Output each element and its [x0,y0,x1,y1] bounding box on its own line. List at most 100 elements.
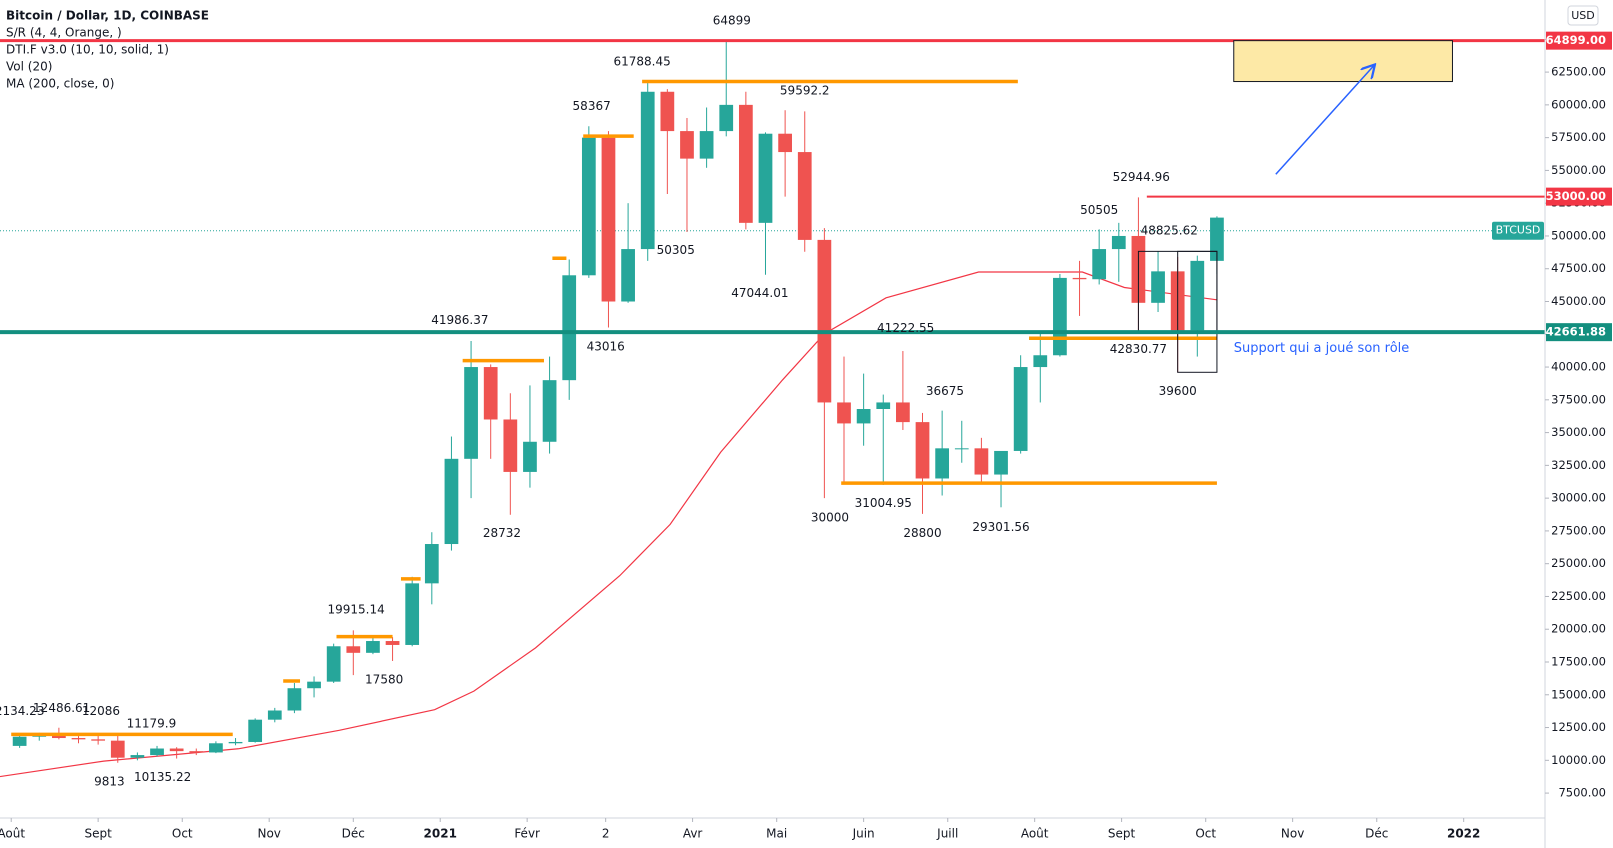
candle-body [876,402,891,409]
candle-body [994,450,1008,475]
candle-body [12,736,27,746]
legend-entry: Vol (20) [6,60,52,74]
legend-entry: S/R (4, 4, Orange, ) [6,26,122,40]
candle-body [209,743,223,753]
level-badge [1546,323,1612,342]
candle-body [621,249,635,302]
y-tick-label: 45000.00 [1551,294,1606,308]
y-tick-label: 37500.00 [1551,392,1606,406]
candle-body [837,402,851,424]
candle-body [52,735,66,739]
level-badge [1546,31,1612,50]
candle-body [307,681,321,689]
price-annotation: 19915.14 [327,602,384,616]
candle-body [699,131,714,159]
candle-body [1151,271,1165,303]
candle-body [150,748,164,756]
candle-body [91,739,106,741]
candle-body [189,751,204,753]
candle-body [738,104,753,223]
candle-body [346,646,361,653]
price-annotation: 28732 [483,526,521,540]
y-tick-label: 62500.00 [1551,65,1606,79]
candle-body [267,710,282,720]
x-tick-label: Févr [514,827,540,841]
price-annotation: 10135.22 [134,770,191,784]
last-price-badge-label: BTCUSD [1496,224,1541,237]
candle-body [896,402,910,423]
y-tick-label: 7500.00 [1558,786,1606,800]
y-tick-label: 15000.00 [1551,687,1606,701]
x-tick-label: Sept [1108,827,1136,841]
x-tick-label: Avr [683,827,703,841]
candle-body [1033,355,1048,368]
target-box [1233,40,1453,83]
y-tick-label: 17500.00 [1551,655,1606,669]
x-tick-label: 2022 [1447,827,1480,841]
candle-body [326,646,341,682]
candle-body [1072,277,1087,280]
y-tick-label: 10000.00 [1551,753,1606,767]
y-tick-label: 25000.00 [1551,556,1606,570]
candle-body [424,544,439,584]
x-tick-label: Nov [257,827,280,841]
candle-body [503,419,518,472]
candle-body [71,738,86,740]
candle-body [405,583,420,645]
price-annotation: 52944.96 [1113,170,1170,184]
y-tick-label: 35000.00 [1551,425,1606,439]
legend-entry: DTI.F v3.0 (10, 10, solid, 1) [6,43,169,57]
candle-body [1210,217,1224,261]
candle-body [385,641,400,645]
candle-body [523,441,537,472]
price-annotation: 48825.62 [1141,223,1198,237]
price-annotation: 17580 [365,672,403,686]
candle-body [915,422,930,479]
x-tick-label: Juill [936,827,958,841]
candle-body [542,380,557,442]
candle-body [1111,235,1126,250]
y-tick-label: 55000.00 [1551,163,1606,177]
x-tick-label: 2 [602,827,610,841]
last-price-badge [1492,221,1544,240]
price-annotation: 30000 [811,511,849,525]
y-tick-label: 47500.00 [1551,261,1606,275]
price-annotation: 64899 [713,13,751,27]
currency-button[interactable] [1567,5,1599,26]
ma-line [0,271,1218,778]
x-tick-label: Sept [84,827,112,841]
target-arrow [1275,66,1374,175]
candle-body [1092,249,1107,280]
candle-body [1053,277,1067,356]
y-tick-label: 57500.00 [1551,130,1606,144]
price-annotation: 31004.95 [855,496,912,510]
candle-body [758,133,773,223]
price-annotation: 59592.2 [780,83,830,97]
level-badge-label: 53000.00 [1546,189,1606,203]
price-annotation: 43016 [587,340,625,354]
price-annotation: 39600 [1159,384,1197,398]
candle-body [366,641,380,653]
price-annotation: 42830.77 [1110,342,1167,356]
candle-body [797,152,812,240]
note: Support qui a joué son rôle [1234,341,1410,356]
candle-body [680,131,694,159]
candle-body [974,448,989,475]
candle-body [130,755,145,758]
price-annotation: 11179.9 [127,717,177,731]
y-tick-label: 12500.00 [1551,720,1606,734]
y-tick-label: 22500.00 [1551,589,1606,603]
candle-body [719,104,734,132]
level-badge-label: 64899.00 [1546,33,1606,47]
candle-body [954,448,969,450]
x-tick-label: Août [0,827,25,841]
x-tick-label: Mai [766,827,787,841]
candle-body [778,133,792,153]
price-annotation: 41986.37 [431,313,488,327]
currency-label[interactable]: USD [1571,9,1595,22]
candle-body [110,740,125,758]
y-tick-label: 30000.00 [1551,491,1606,505]
x-tick-label: Déc [1365,827,1388,841]
level-badge [1546,187,1612,206]
